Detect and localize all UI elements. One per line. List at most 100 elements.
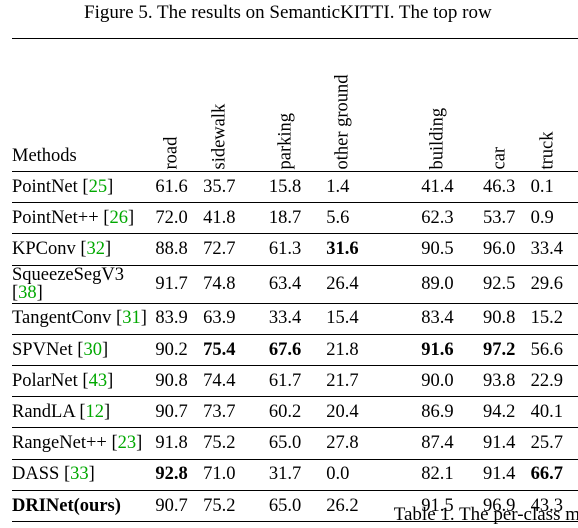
table-row: RandLA [12]90.773.760.220.486.994.240.1 <box>12 397 578 428</box>
value-cell: 93.8 <box>481 365 529 396</box>
figure-caption-top: Figure 5. The results on SemanticKITTI. … <box>84 2 492 24</box>
method-name: KPConv <box>12 239 76 259</box>
value-cell: 33.4 <box>529 234 578 265</box>
value-cell: 71.0 <box>201 459 267 490</box>
table-row: PointNet++ [26]72.041.818.75.662.353.70.… <box>12 203 578 234</box>
value-cell: 20.4 <box>324 397 419 428</box>
value-cell: 91.7 <box>153 265 201 303</box>
value-cell: 72.0 <box>153 203 201 234</box>
citation-number: 30 <box>83 340 102 360</box>
citation-number: 33 <box>70 464 89 484</box>
citation-number: 25 <box>89 177 108 197</box>
table-caption-bottom: Table 1. The per-class m <box>394 504 578 526</box>
value-cell: 83.4 <box>419 303 481 334</box>
value-cell: 90.8 <box>153 365 201 396</box>
citation-number: 26 <box>109 208 128 228</box>
table-body: PointNet [25]61.635.715.81.441.446.30.1P… <box>12 172 578 522</box>
method-name: RandLA <box>12 402 75 422</box>
table-row: RangeNet++ [23]91.875.265.027.887.491.42… <box>12 428 578 459</box>
method-name: PointNet++ <box>12 208 99 228</box>
table-row: SPVNet [30]90.275.467.621.891.697.256.6 <box>12 334 578 365</box>
value-cell: 90.7 <box>153 490 201 521</box>
value-cell: 91.8 <box>153 428 201 459</box>
table-row: KPConv [32]88.872.761.331.690.596.033.4 <box>12 234 578 265</box>
value-cell: 22.9 <box>529 365 578 396</box>
value-cell: 53.7 <box>481 203 529 234</box>
value-cell: 41.4 <box>419 172 481 203</box>
table-header-row: Methods road sidewalk parking other grou… <box>12 39 578 172</box>
value-cell: 72.7 <box>201 234 267 265</box>
value-cell: 90.8 <box>481 303 529 334</box>
value-cell: 15.2 <box>529 303 578 334</box>
value-cell: 91.6 <box>419 334 481 365</box>
value-cell: 91.4 <box>481 459 529 490</box>
col-header-other-ground: other ground <box>324 39 419 172</box>
value-cell: 83.9 <box>153 303 201 334</box>
method-cell: TangentConv [31] <box>12 303 153 334</box>
value-cell: 74.4 <box>201 365 267 396</box>
value-cell: 26.4 <box>324 265 419 303</box>
value-cell: 92.5 <box>481 265 529 303</box>
value-cell: 82.1 <box>419 459 481 490</box>
method-cell: SqueezeSegV3 [38] <box>12 265 153 303</box>
col-header-car: car <box>481 39 529 172</box>
value-cell: 90.7 <box>153 397 201 428</box>
col-header-methods: Methods <box>12 39 153 172</box>
value-cell: 61.3 <box>267 234 324 265</box>
value-cell: 90.5 <box>419 234 481 265</box>
method-cell: RandLA [12] <box>12 397 153 428</box>
value-cell: 63.4 <box>267 265 324 303</box>
method-name: RangeNet++ <box>12 433 107 453</box>
method-name: DASS <box>12 464 59 484</box>
method-name: SPVNet <box>12 340 73 360</box>
value-cell: 92.8 <box>153 459 201 490</box>
value-cell: 61.7 <box>267 365 324 396</box>
value-cell: 15.8 <box>267 172 324 203</box>
value-cell: 90.0 <box>419 365 481 396</box>
value-cell: 0.0 <box>324 459 419 490</box>
value-cell: 96.0 <box>481 234 529 265</box>
method-cell: SPVNet [30] <box>12 334 153 365</box>
citation-number: 12 <box>86 402 105 422</box>
value-cell: 41.8 <box>201 203 267 234</box>
method-cell: PointNet++ [26] <box>12 203 153 234</box>
value-cell: 46.3 <box>481 172 529 203</box>
table-row: TangentConv [31]83.963.933.415.483.490.8… <box>12 303 578 334</box>
citation-number: 23 <box>118 433 137 453</box>
value-cell: 94.2 <box>481 397 529 428</box>
value-cell: 60.2 <box>267 397 324 428</box>
value-cell: 56.6 <box>529 334 578 365</box>
value-cell: 62.3 <box>419 203 481 234</box>
value-cell: 86.9 <box>419 397 481 428</box>
method-cell: KPConv [32] <box>12 234 153 265</box>
value-cell: 75.2 <box>201 490 267 521</box>
citation-number: 38 <box>18 283 37 303</box>
method-name: SqueezeSegV3 <box>12 265 124 285</box>
value-cell: 33.4 <box>267 303 324 334</box>
value-cell: 27.8 <box>324 428 419 459</box>
value-cell: 87.4 <box>419 428 481 459</box>
value-cell: 31.6 <box>324 234 419 265</box>
citation-number: 32 <box>87 239 106 259</box>
method-cell: DRINet(ours) <box>12 490 153 521</box>
value-cell: 67.6 <box>267 334 324 365</box>
value-cell: 1.4 <box>324 172 419 203</box>
value-cell: 88.8 <box>153 234 201 265</box>
col-header-sidewalk: sidewalk <box>201 39 267 172</box>
value-cell: 97.2 <box>481 334 529 365</box>
value-cell: 0.1 <box>529 172 578 203</box>
method-name: TangentConv <box>12 308 111 328</box>
table-row: PolarNet [43]90.874.461.721.790.093.822.… <box>12 365 578 396</box>
value-cell: 40.1 <box>529 397 578 428</box>
value-cell: 25.7 <box>529 428 578 459</box>
citation-number: 31 <box>122 308 141 328</box>
citation-number: 43 <box>89 371 108 391</box>
value-cell: 73.7 <box>201 397 267 428</box>
value-cell: 91.4 <box>481 428 529 459</box>
value-cell: 66.7 <box>529 459 578 490</box>
value-cell: 89.0 <box>419 265 481 303</box>
method-cell: PolarNet [43] <box>12 365 153 396</box>
method-name: DRINet(ours) <box>12 496 121 516</box>
value-cell: 0.9 <box>529 203 578 234</box>
method-cell: DASS [33] <box>12 459 153 490</box>
